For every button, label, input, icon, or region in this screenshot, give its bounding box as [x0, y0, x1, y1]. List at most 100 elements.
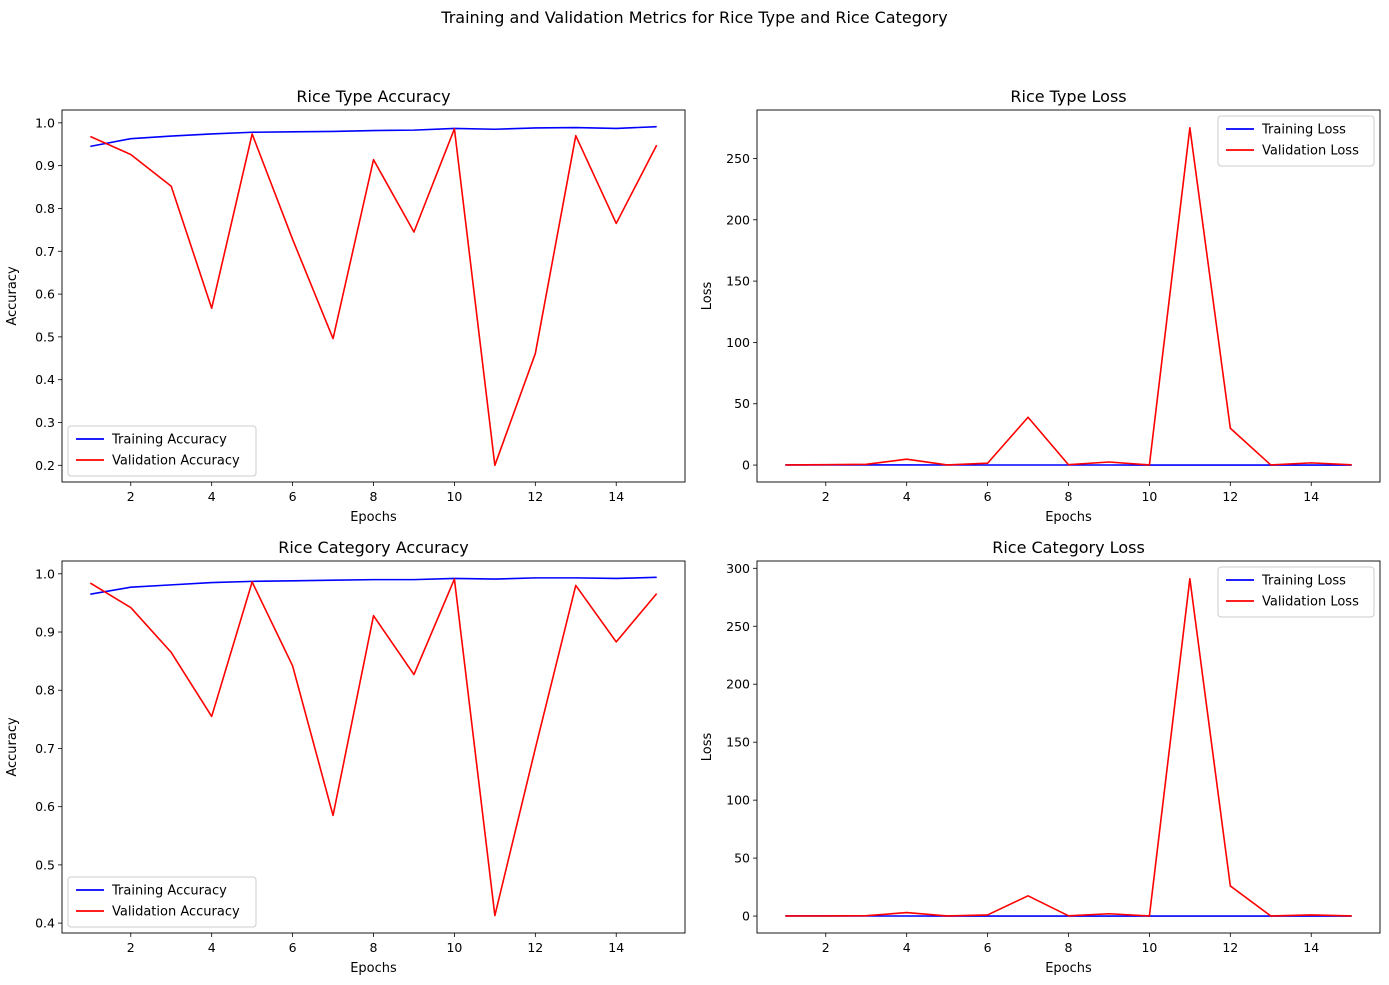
subplot-1: Rice Type Accuracy 2 4 6 8 10 12 14 0.2 0.3 0.4 0.5… — [5, 87, 686, 525]
axes-frame — [61, 560, 686, 934]
x-tick-label: 6 — [984, 940, 992, 955]
y-tick-label: 0.4 — [35, 916, 55, 931]
legend-box — [1217, 566, 1375, 618]
x-tick-label: 12 — [1222, 940, 1238, 955]
legend: Training Accuracy Validation Accuracy — [67, 425, 257, 477]
y-tick-label: 0.6 — [35, 287, 55, 302]
x-tick-label: 6 — [289, 940, 297, 955]
y-tick-label: 0.7 — [35, 244, 55, 259]
x-tick-label: 2 — [127, 940, 135, 955]
x-tick-label: 8 — [370, 940, 378, 955]
y-tick-label: 0.3 — [35, 415, 55, 430]
y-axis-label: Accuracy — [5, 717, 20, 777]
y-tick-label: 0.9 — [35, 625, 55, 640]
x-axis-label: Epochs — [1045, 510, 1092, 525]
x-tick-label: 4 — [903, 489, 911, 504]
axes-frame — [756, 109, 1381, 483]
x-tick-label: 2 — [822, 940, 830, 955]
subplot-title: Rice Category Accuracy — [278, 538, 469, 557]
x-tick-label: 6 — [289, 489, 297, 504]
x-tick-label: 6 — [984, 489, 992, 504]
y-axis-label: Loss — [700, 282, 715, 311]
y-tick-label: 0.9 — [35, 158, 55, 173]
x-tick-label: 14 — [608, 489, 624, 504]
legend-entry: Validation Loss — [1262, 144, 1359, 159]
subplot-2: Rice Type Loss 2 4 6 8 10 12 14 0 50 100 150 200 250 E… — [700, 87, 1381, 525]
figure-title: Training and Validation Metrics for Rice… — [440, 8, 947, 27]
series-line-validation-accuracy — [89, 128, 658, 467]
x-tick-label: 8 — [1065, 940, 1073, 955]
x-tick-label: 4 — [903, 940, 911, 955]
y-tick-label: 0.5 — [35, 857, 55, 872]
subplot-title: Rice Category Loss — [992, 538, 1145, 557]
y-tick-label: 150 — [726, 274, 750, 289]
x-tick-label: 14 — [1303, 489, 1319, 504]
y-tick-label: 300 — [726, 561, 750, 576]
x-tick-label: 14 — [608, 940, 624, 955]
axes-frame — [61, 109, 686, 483]
y-tick-label: 0 — [742, 458, 750, 473]
series-line-validation-loss — [785, 126, 1352, 466]
series-line-training-accuracy — [90, 576, 657, 595]
legend-entry: Training Accuracy — [111, 884, 227, 899]
subplot-3: Rice Category Accuracy 2 4 6 8 10 12 14 0.4 0.5 0.… — [5, 538, 686, 976]
legend-box — [1217, 115, 1375, 167]
legend: Training Accuracy Validation Accuracy — [67, 876, 257, 928]
subplot-4: Rice Category Loss 2 4 6 8 10 12 14 0 50 100 150 200… — [700, 538, 1381, 976]
axes-frame — [756, 560, 1381, 934]
x-tick-label: 10 — [446, 489, 462, 504]
y-tick-label: 250 — [726, 619, 750, 634]
x-tick-label: 4 — [208, 940, 216, 955]
x-tick-label: 2 — [127, 489, 135, 504]
x-axis-label: Epochs — [350, 510, 397, 525]
y-tick-label: 150 — [726, 735, 750, 750]
y-tick-label: 0.8 — [35, 201, 55, 216]
legend-entry: Training Loss — [1261, 123, 1346, 138]
y-tick-label: 0.5 — [35, 329, 55, 344]
y-tick-label: 50 — [734, 396, 750, 411]
legend-entry: Validation Accuracy — [112, 905, 240, 920]
y-tick-label: 100 — [726, 335, 750, 350]
series-line-validation-accuracy — [89, 578, 658, 917]
subplot-title: Rice Type Loss — [1010, 87, 1126, 106]
x-axis-label: Epochs — [1045, 961, 1092, 976]
y-tick-label: 200 — [726, 677, 750, 692]
x-tick-label: 14 — [1303, 940, 1319, 955]
x-tick-label: 12 — [527, 489, 543, 504]
legend-box — [67, 876, 257, 928]
x-tick-label: 10 — [1141, 940, 1157, 955]
x-tick-label: 4 — [208, 489, 216, 504]
y-tick-label: 200 — [726, 212, 750, 227]
y-tick-label: 250 — [726, 151, 750, 166]
legend-box — [67, 425, 257, 477]
y-tick-label: 1.0 — [35, 115, 55, 130]
subplot-title: Rice Type Accuracy — [296, 87, 450, 106]
legend-entry: Validation Loss — [1262, 595, 1359, 610]
x-tick-label: 12 — [1222, 489, 1238, 504]
x-tick-label: 2 — [822, 489, 830, 504]
y-tick-label: 0.2 — [35, 458, 55, 473]
legend: Training Loss Validation Loss — [1217, 566, 1375, 618]
x-axis-label: Epochs — [350, 961, 397, 976]
legend-entry: Training Loss — [1261, 574, 1346, 589]
y-tick-label: 100 — [726, 793, 750, 808]
x-tick-label: 10 — [446, 940, 462, 955]
y-axis-label: Accuracy — [5, 266, 20, 326]
legend-entry: Validation Accuracy — [112, 454, 240, 469]
x-tick-label: 10 — [1141, 489, 1157, 504]
y-tick-label: 0.4 — [35, 372, 55, 387]
y-tick-label: 0 — [742, 909, 750, 924]
y-axis-label: Loss — [700, 733, 715, 762]
y-tick-label: 0.6 — [35, 799, 55, 814]
series-line-training-accuracy — [90, 125, 657, 148]
y-tick-label: 0.8 — [35, 683, 55, 698]
legend: Training Loss Validation Loss — [1217, 115, 1375, 167]
legend-entry: Training Accuracy — [111, 433, 227, 448]
y-tick-label: 1.0 — [35, 566, 55, 581]
x-tick-label: 12 — [527, 940, 543, 955]
x-tick-label: 8 — [370, 489, 378, 504]
subplot-grid: Rice Type Accuracy 2 4 6 8 10 12 14 0.2 0.3 0.4 0.5… — [5, 87, 1381, 976]
y-tick-label: 50 — [734, 851, 750, 866]
x-tick-label: 8 — [1065, 489, 1073, 504]
